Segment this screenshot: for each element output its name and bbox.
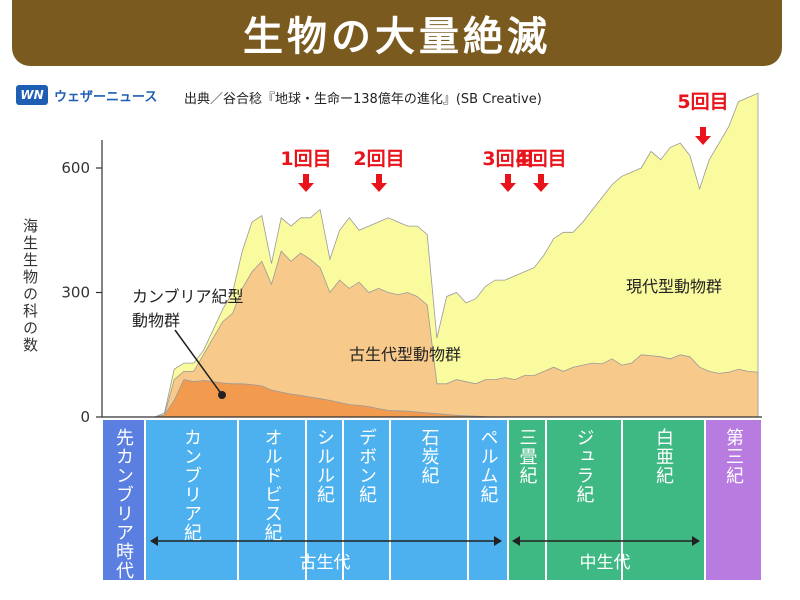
logo-mark-icon: WN [16,85,48,105]
extinction-label: 1回目 [280,148,331,170]
cambrian-pointer-line [174,329,221,393]
title-banner: 生物の大量絶滅 [12,0,782,66]
modern-group-label: 現代型動物群 [626,277,722,296]
cambrian-group-label: カンブリア紀型 [132,287,244,306]
source-citation: 出典／谷合稔『地球・生命ー138億年の進化』(SB Creative) [184,92,542,107]
period-label: カンブリア紀 [181,428,202,542]
y-tick-label: 600 [61,159,90,177]
period-band [344,420,389,580]
period-label: オルドビス紀 [262,428,283,542]
period-label: デボン紀 [356,428,377,504]
extinction-label: 2回目 [353,148,404,170]
brand-logo: WN ウェザーニュース [16,85,157,105]
extinction-label: 5回目 [677,91,728,113]
period-label: ジュラ紀 [574,428,595,504]
period-label: 先カンブリア時代 [113,428,134,580]
period-label: ペルム紀 [478,428,499,504]
period-label: 石炭紀 [419,428,440,485]
extinction-arrow-icon [695,136,711,145]
era-arrow-right-icon [494,536,502,546]
period-label: 第三紀 [723,428,744,485]
period-band [307,420,342,580]
era-arrow-left-icon [150,536,158,546]
era-label: 中生代 [580,553,631,573]
period-band [623,420,704,580]
extinction-arrow-icon [500,183,516,192]
extinction-arrow-icon [371,183,387,192]
extinction-arrow-shaft [700,127,706,137]
page-title: 生物の大量絶滅 [243,14,551,60]
y-tick-label: 300 [61,284,90,302]
period-band [706,420,761,580]
extinction-arrow-icon [533,183,549,192]
extinction-arrow-shaft [376,174,382,184]
period-band [239,420,305,580]
area-1 [145,250,759,418]
period-band [509,420,545,580]
extinction-arrow-icon [298,183,314,192]
extinction-arrow-shaft [538,174,544,184]
y-axis-label: 海生生物の科の数 [21,218,39,354]
period-band [146,420,237,580]
period-band [547,420,621,580]
cambrian-pointer-dot [218,391,226,399]
era-arrow-right-icon [692,536,700,546]
period-band [469,420,507,580]
brand-name: ウェザーニュース [54,89,158,105]
period-label: シルル紀 [314,428,335,504]
paleozoic-group-label: 古生代型動物群 [349,345,461,364]
era-arrow-left-icon [512,536,520,546]
cambrian-group-label: 動物群 [132,311,180,330]
extinction-label: 3回目 [482,148,533,170]
era-label: 古生代 [300,553,351,573]
period-band [103,420,144,580]
extinction-label: 4回目 [515,148,566,170]
extinction-arrow-shaft [303,174,309,184]
period-label: 三畳紀 [517,428,538,485]
period-label: 白亜紀 [653,428,674,485]
y-tick-label: 0 [80,408,90,426]
period-band [391,420,467,580]
extinction-arrow-shaft [505,174,511,184]
